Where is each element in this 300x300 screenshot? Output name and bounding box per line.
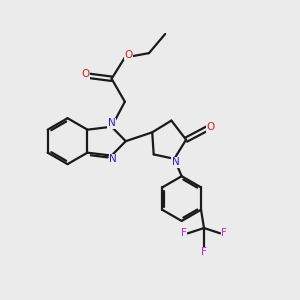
Text: O: O xyxy=(81,69,89,79)
Text: O: O xyxy=(206,122,214,132)
Text: N: N xyxy=(172,158,180,167)
Text: O: O xyxy=(124,50,133,60)
Text: F: F xyxy=(201,247,207,257)
Text: N: N xyxy=(108,118,116,128)
Text: N: N xyxy=(109,154,117,164)
Text: F: F xyxy=(181,228,187,238)
Text: F: F xyxy=(221,228,227,238)
